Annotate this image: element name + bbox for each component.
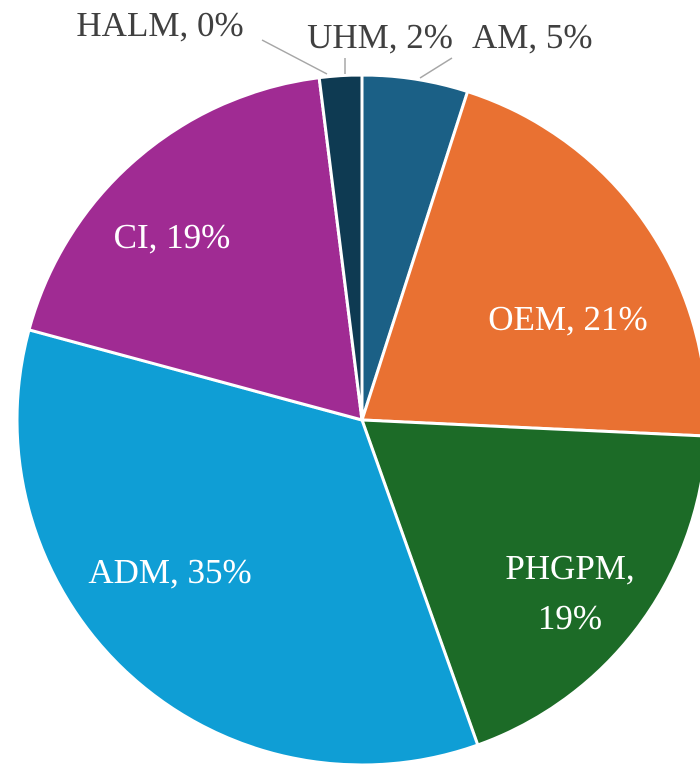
data-label: CI, 19% bbox=[114, 217, 231, 256]
pie-slice bbox=[359, 418, 700, 747]
leader-line bbox=[419, 57, 453, 79]
data-label-line: PHGPM, bbox=[505, 548, 634, 587]
pie-slice bbox=[359, 89, 700, 438]
leader-line bbox=[261, 39, 328, 75]
data-label: HALM, 0% bbox=[76, 5, 243, 44]
data-label: OEM, 21% bbox=[488, 299, 647, 338]
pie-slice bbox=[15, 328, 480, 767]
pie-slice bbox=[27, 75, 364, 423]
data-label: AM, 5% bbox=[472, 17, 593, 56]
data-label: UHM, 2% bbox=[307, 17, 453, 56]
data-label-line: 19% bbox=[538, 598, 602, 637]
data-label: PHGPM, 19% bbox=[505, 548, 634, 637]
pie-slice bbox=[317, 73, 364, 421]
data-label: ADM, 35% bbox=[88, 552, 251, 591]
